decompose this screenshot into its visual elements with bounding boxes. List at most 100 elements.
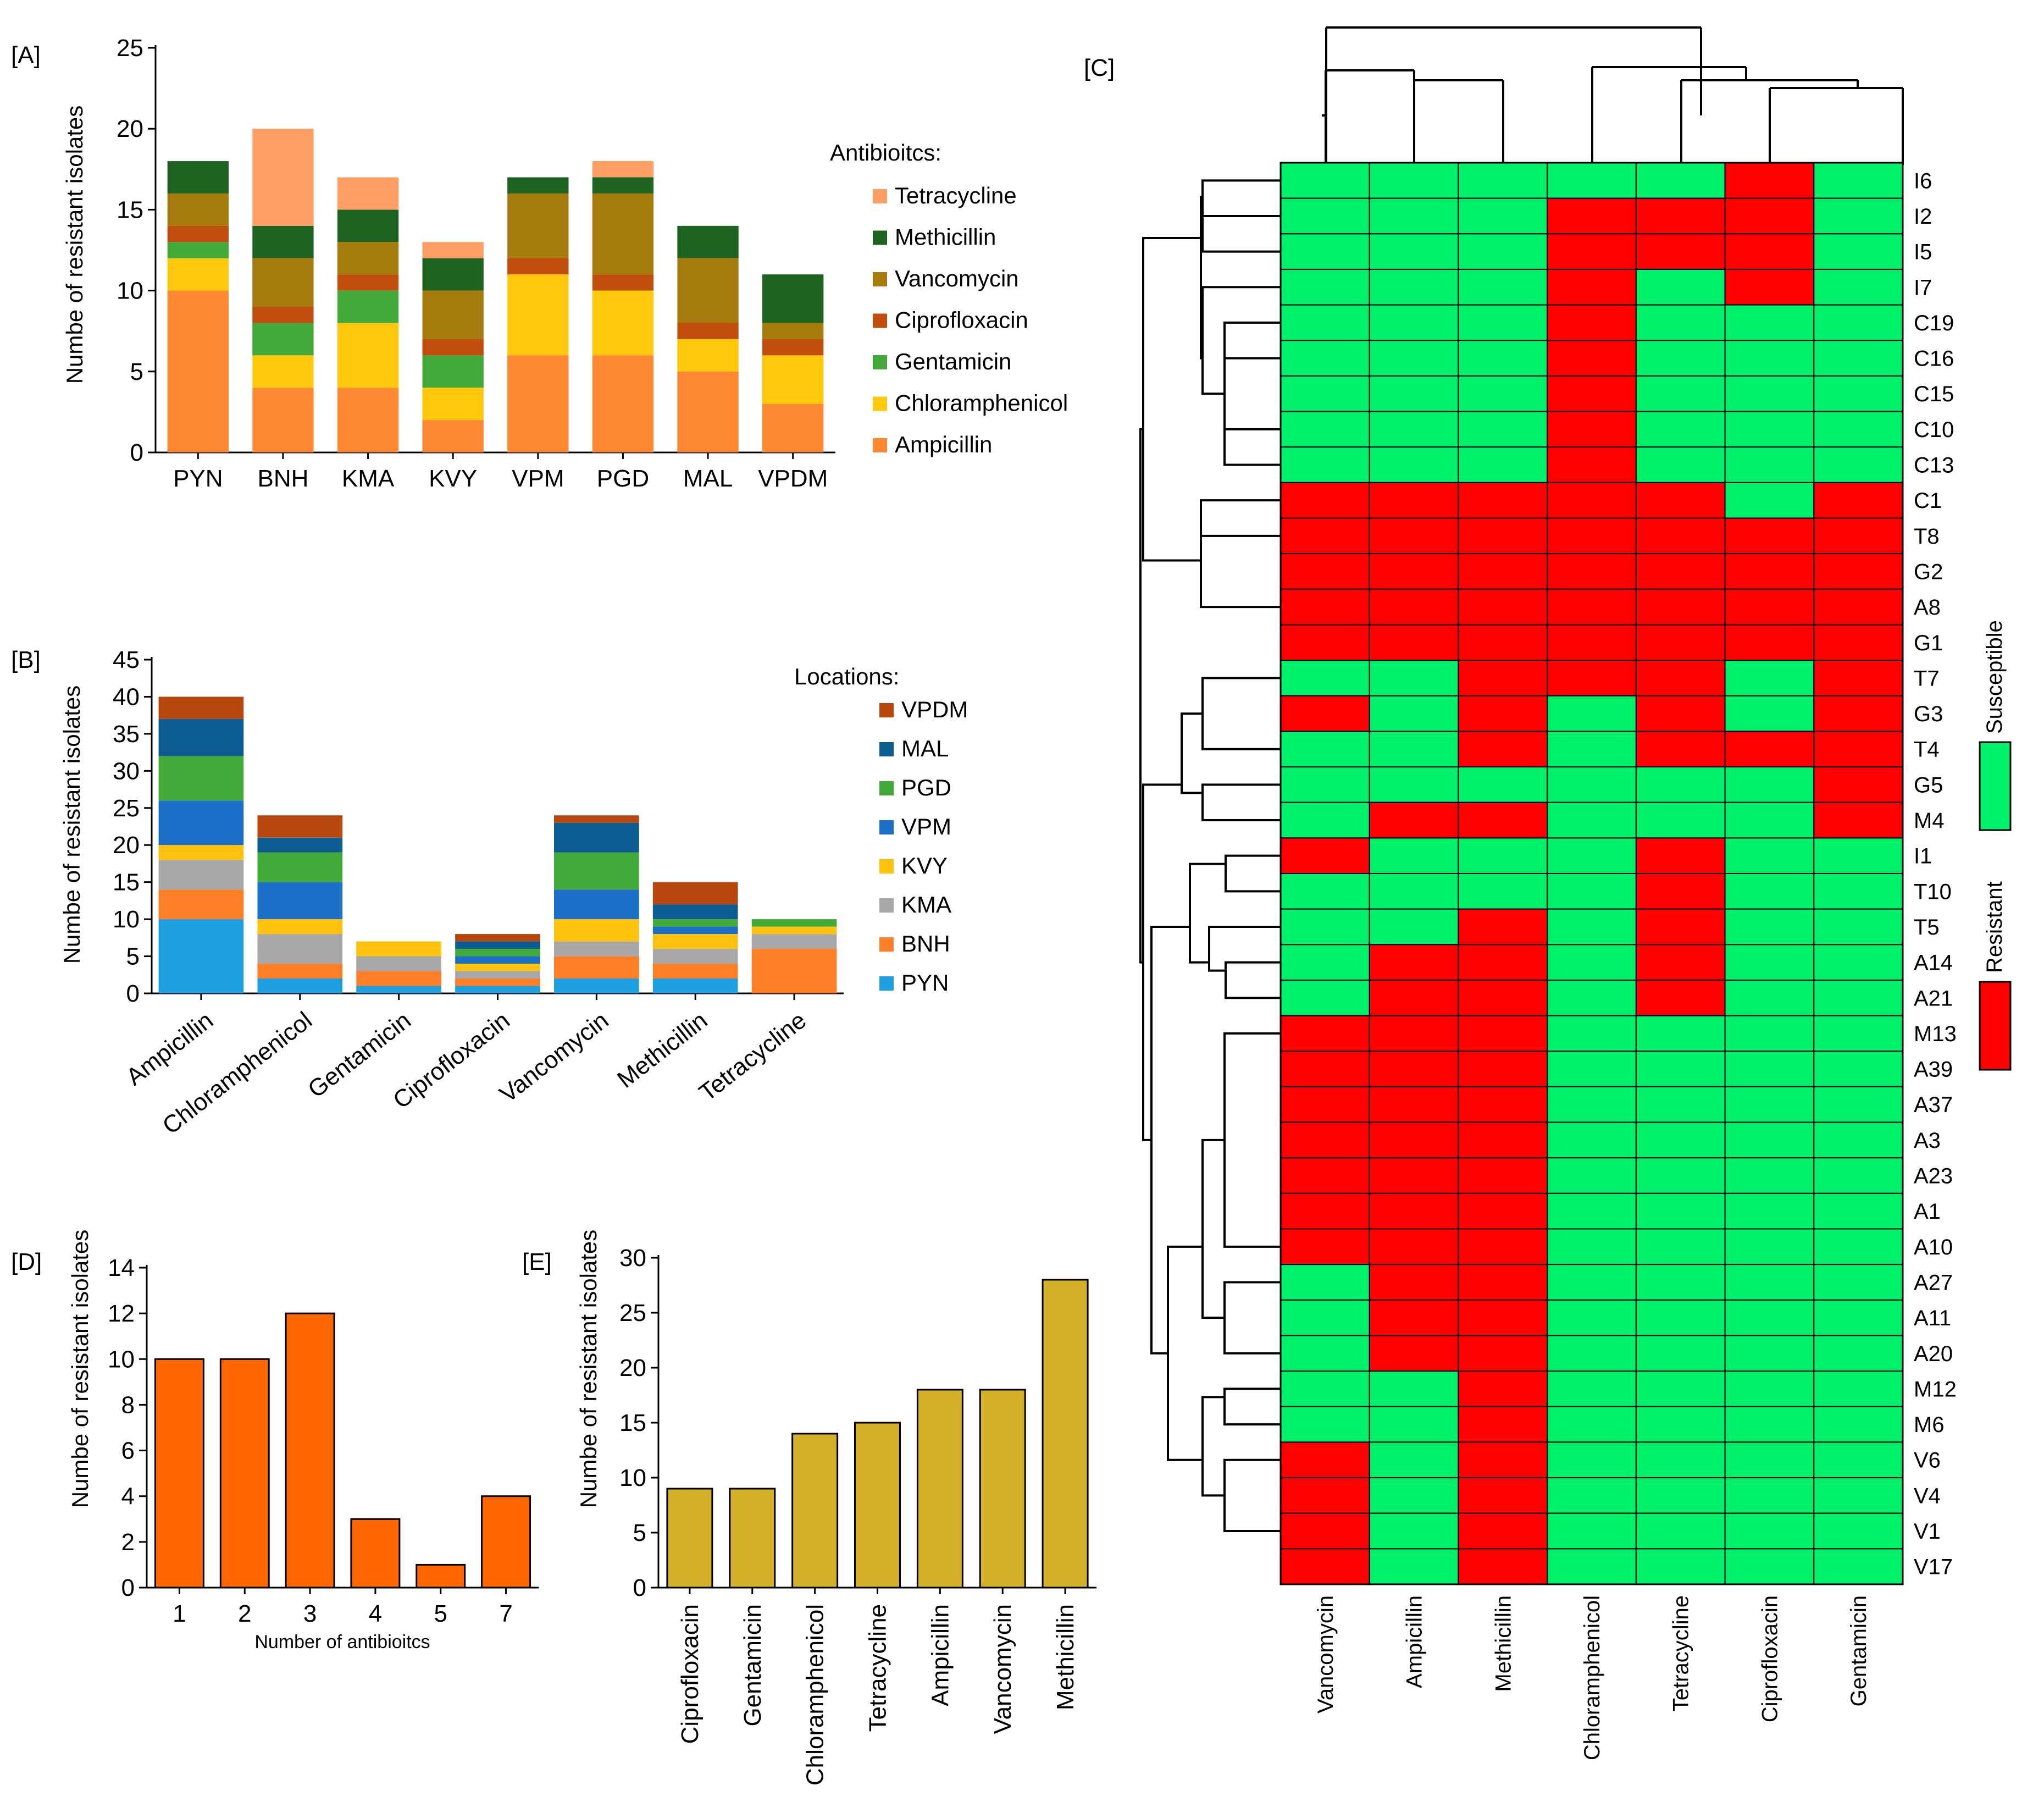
a-legend-label: Tetracycline <box>895 183 1017 208</box>
b-legend-swatch <box>879 898 894 913</box>
heatmap-cell <box>1635 1192 1726 1230</box>
heatmap-cell <box>1280 731 1370 768</box>
heatmap-cell <box>1813 553 1903 590</box>
panel-b-legend-title: Locations: <box>794 664 899 689</box>
a-bar-segment <box>507 258 569 275</box>
a-bar-segment <box>762 274 824 323</box>
heatmap-cell <box>1813 1015 1903 1052</box>
a-legend-swatch <box>873 230 887 245</box>
a-ytick-label: 15 <box>117 196 143 223</box>
heatmap-row-label: C15 <box>1914 382 1954 406</box>
heatmap-cell <box>1458 1370 1548 1407</box>
heatmap-cell <box>1813 731 1903 768</box>
heatmap-cell <box>1369 1441 1459 1479</box>
dendrogram-link <box>1201 1396 1225 1497</box>
b-bar-segment <box>158 845 244 860</box>
heatmap-cell <box>1813 908 1903 946</box>
dendrogram-link <box>1223 321 1281 466</box>
heatmap-row-label: A10 <box>1914 1235 1953 1259</box>
a-bar-segment <box>252 388 314 452</box>
heatmap-cell <box>1458 340 1548 377</box>
heatmap-cell <box>1280 411 1370 448</box>
a-xtick-label: VPM <box>512 465 564 492</box>
heatmap-cell <box>1635 446 1726 483</box>
heatmap-cell <box>1635 1477 1726 1514</box>
heatmap-cell <box>1724 1477 1815 1514</box>
heatmap-cell <box>1547 1335 1637 1372</box>
e-bar <box>916 1389 963 1589</box>
heatmap-cell <box>1369 411 1459 448</box>
a-xtick-label: KVY <box>429 465 477 492</box>
heatmap-cell <box>1724 944 1815 981</box>
a-bar-segment <box>762 323 824 339</box>
heatmap-cell <box>1280 1157 1370 1194</box>
a-xtick-label: BNH <box>257 465 308 492</box>
heatmap-cell <box>1280 1121 1370 1159</box>
heatmap-cell <box>1280 1477 1370 1514</box>
heatmap-cell <box>1280 1335 1370 1372</box>
a-legend-swatch <box>873 396 887 411</box>
heatmap-row-label: I5 <box>1914 240 1932 264</box>
heatmap-cell <box>1369 1192 1459 1230</box>
heatmap-cell <box>1458 1548 1548 1585</box>
heatmap-cell <box>1635 1228 1726 1265</box>
legend-resistant-label: Resistant <box>1982 881 2007 973</box>
heatmap-cell <box>1458 766 1548 803</box>
heatmap-row-label: A39 <box>1914 1058 1953 1082</box>
b-xtick-label: Vancomycin <box>495 1007 613 1108</box>
heatmap-cell <box>1724 979 1815 1016</box>
heatmap-cell <box>1547 340 1637 377</box>
heatmap-cell <box>1724 1370 1815 1407</box>
dendrogram-link <box>1201 783 1281 822</box>
heatmap-cell <box>1458 660 1548 697</box>
heatmap-cell <box>1813 162 1903 199</box>
heatmap-cell <box>1458 837 1548 874</box>
d-bar <box>154 1358 204 1589</box>
dendrogram-link <box>1223 1032 1281 1248</box>
heatmap-cell <box>1635 197 1726 235</box>
e-xtick-label: Vancomycin <box>989 1604 1016 1734</box>
heatmap-row-label: A1 <box>1914 1200 1941 1224</box>
b-ytick-label: 5 <box>126 943 140 970</box>
heatmap-row-label: A3 <box>1914 1129 1941 1153</box>
heatmap-cell <box>1369 375 1459 412</box>
heatmap-cell <box>1280 695 1370 732</box>
heatmap-cell <box>1280 1192 1370 1230</box>
heatmap-cell <box>1635 837 1726 874</box>
b-legend-label: MAL <box>901 736 949 761</box>
b-bar-segment <box>158 889 244 920</box>
a-legend-label: Gentamicin <box>895 349 1011 374</box>
b-xtick-label: Tetracycline <box>694 1007 811 1107</box>
a-legend-label: Ciprofloxacin <box>895 307 1028 333</box>
a-bar-segment <box>507 355 569 452</box>
heatmap-cell <box>1280 233 1370 270</box>
heatmap-cell <box>1813 802 1903 839</box>
d-bar <box>416 1563 466 1589</box>
a-xtick-label: PGD <box>597 465 649 492</box>
dendrogram-link <box>1225 961 1281 999</box>
dendrogram-link <box>1201 179 1281 234</box>
b-bar-segment <box>455 964 540 971</box>
heatmap-row-label: T5 <box>1914 915 1940 939</box>
a-xtick-label: KMA <box>342 465 395 492</box>
heatmap-cell <box>1458 695 1548 732</box>
heatmap-cell <box>1813 233 1903 270</box>
a-bar-segment <box>252 323 314 356</box>
panel-d-ylabel: Numbe of resistant isolates <box>67 1230 93 1508</box>
e-ytick-label: 10 <box>619 1464 646 1491</box>
a-bar-segment <box>337 209 399 242</box>
heatmap-cell <box>1547 1477 1637 1514</box>
heatmap-cell <box>1813 1299 1903 1336</box>
heatmap-cell <box>1813 304 1903 341</box>
heatmap-cell <box>1724 1157 1815 1194</box>
heatmap-cell <box>1724 482 1815 519</box>
heatmap-cell <box>1724 375 1815 412</box>
d-ytick-label: 10 <box>108 1346 135 1373</box>
panel-a-legend-title: Antibioitcs: <box>830 140 941 165</box>
heatmap-cell <box>1813 446 1903 483</box>
dendrogram-link <box>1223 1388 1281 1426</box>
a-bar-segment <box>167 258 229 291</box>
heatmap-cell <box>1635 660 1726 697</box>
heatmap-row-label: V4 <box>1914 1484 1941 1508</box>
heatmap-cell <box>1458 553 1548 590</box>
